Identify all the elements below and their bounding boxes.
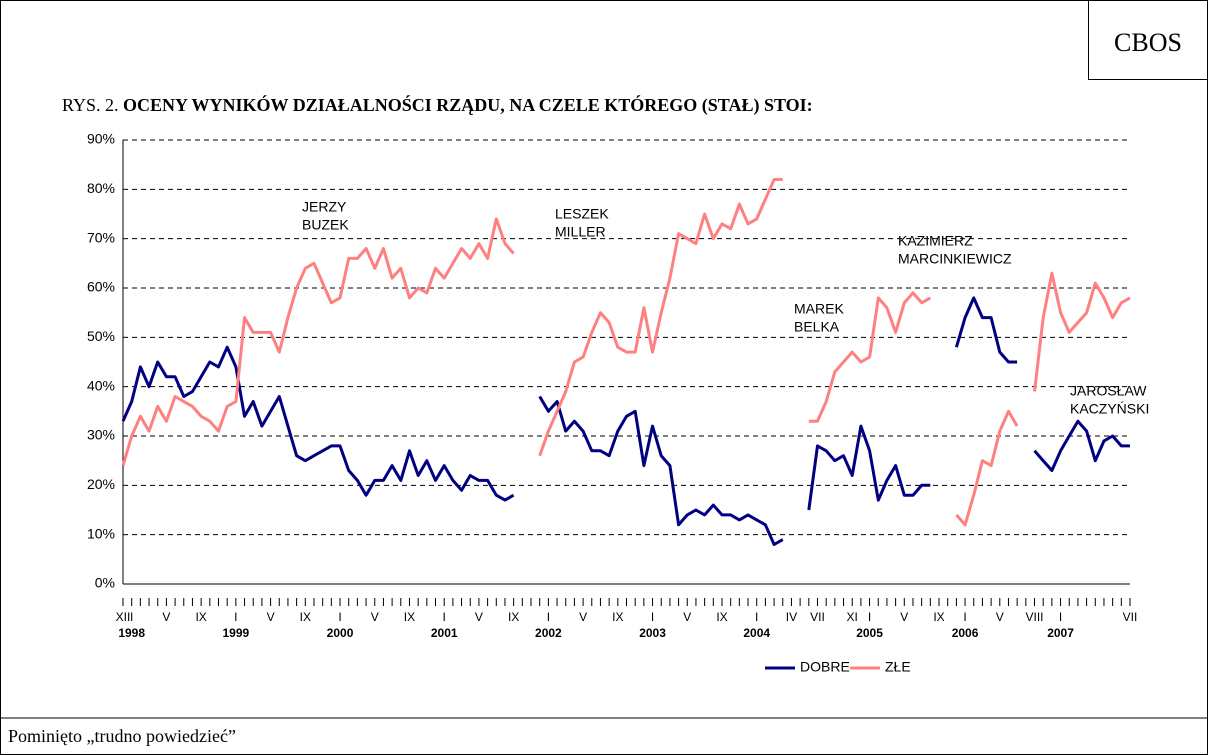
x-tick-label: V (162, 610, 170, 624)
series-line (538, 395, 784, 546)
x-tick-label: VII (1123, 610, 1138, 624)
year-label: 2002 (535, 626, 562, 640)
x-tick-label: I (963, 610, 966, 624)
x-tick-label: I (234, 610, 237, 624)
series-line (1033, 271, 1131, 392)
footer-note: Pominięto „trudno powiedzieć” (8, 726, 236, 746)
year-label: 2003 (639, 626, 666, 640)
title-prefix: RYS. 2. (62, 95, 119, 115)
x-tick-label: V (900, 610, 908, 624)
annotation: KACZYŃSKI (1070, 401, 1149, 417)
x-tick-label: IX (716, 610, 727, 624)
y-tick-label: 70% (87, 229, 115, 245)
badge: CBOS (1114, 28, 1182, 57)
x-tick-label: V (683, 610, 691, 624)
x-tick-label: IV (786, 610, 797, 624)
x-tick-label: I (547, 610, 550, 624)
y-tick-label: 60% (87, 279, 115, 295)
y-tick-label: 80% (87, 180, 115, 196)
y-tick-label: 20% (87, 476, 115, 492)
x-tick-label: V (579, 610, 587, 624)
year-label: 1999 (223, 626, 250, 640)
legend-label: DOBRE (800, 659, 850, 675)
x-tick-label: V (267, 610, 275, 624)
y-tick-label: 30% (87, 427, 115, 443)
y-tick-label: 40% (87, 377, 115, 393)
series-line (121, 217, 515, 467)
annotation: KAZIMIERZ (898, 233, 973, 249)
chart-title: RYS. 2. OCENY WYNIKÓW DZIAŁALNOŚCI RZĄDU… (62, 94, 813, 116)
annotation: MILLER (555, 224, 606, 240)
year-label: 2006 (952, 626, 979, 640)
annotation: LESZEK (555, 206, 609, 222)
year-label: 2000 (327, 626, 354, 640)
y-tick-label: 90% (87, 131, 115, 147)
x-tick-label: I (755, 610, 758, 624)
annotation: MAREK (794, 301, 844, 317)
x-tick-label: XI (847, 610, 858, 624)
x-tick-label: IX (612, 610, 623, 624)
x-tick-label: I (338, 610, 341, 624)
year-label: 2007 (1047, 626, 1074, 640)
x-tick-label: IX (195, 610, 206, 624)
x-tick-label: I (651, 610, 654, 624)
x-tick-label: VII (810, 610, 825, 624)
annotation: BUZEK (302, 217, 349, 233)
x-tick-label: V (371, 610, 379, 624)
y-tick-label: 50% (87, 328, 115, 344)
annotation: MARCINKIEWICZ (898, 251, 1012, 267)
x-tick-label: I (1059, 610, 1062, 624)
annotation: BELKA (794, 319, 840, 335)
year-label: 2004 (743, 626, 770, 640)
year-label: 2005 (856, 626, 883, 640)
series-line (807, 424, 931, 511)
y-tick-label: 0% (95, 575, 115, 591)
legend-label: ZŁE (885, 659, 911, 675)
x-tick-label: VIII (1026, 610, 1044, 624)
series-line (955, 409, 1019, 527)
series-line (121, 345, 515, 502)
annotation: JAROSŁAW (1070, 383, 1147, 399)
series-line (538, 178, 783, 457)
series-line (808, 291, 932, 423)
x-tick-label: V (996, 610, 1004, 624)
x-tick-label: IX (404, 610, 415, 624)
x-tick-label: V (475, 610, 483, 624)
x-tick-label: XII (116, 610, 131, 624)
x-tick-label: I (443, 610, 446, 624)
title-main: OCENY WYNIKÓW DZIAŁALNOŚCI RZĄDU, NA CZE… (123, 94, 813, 116)
annotation: JERZY (302, 199, 347, 215)
x-tick-label: IX (300, 610, 311, 624)
x-tick-label: IX (933, 610, 944, 624)
year-label: 1998 (118, 626, 145, 640)
series-line (1033, 419, 1130, 472)
x-tick-label: I (130, 610, 133, 624)
y-tick-label: 10% (87, 525, 115, 541)
series-line (954, 296, 1018, 364)
x-tick-label: IX (508, 610, 519, 624)
x-tick-label: I (868, 610, 871, 624)
year-label: 2001 (431, 626, 458, 640)
